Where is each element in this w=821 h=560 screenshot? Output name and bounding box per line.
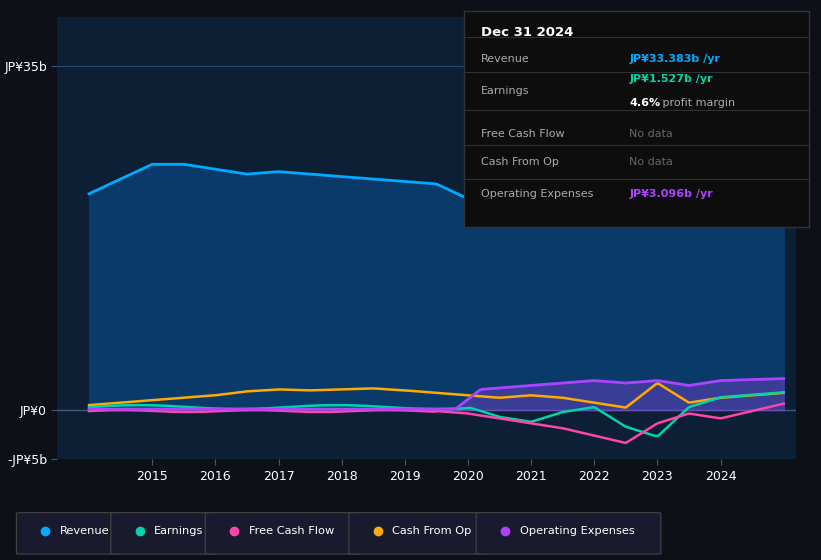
Text: Revenue: Revenue [481, 54, 530, 64]
Text: JP¥1.527b /yr: JP¥1.527b /yr [630, 74, 713, 84]
FancyBboxPatch shape [349, 512, 484, 554]
Text: 4.6%: 4.6% [630, 98, 661, 108]
Text: Free Cash Flow: Free Cash Flow [481, 129, 565, 139]
Text: Dec 31 2024: Dec 31 2024 [481, 26, 574, 39]
Text: Cash From Op: Cash From Op [481, 157, 559, 167]
FancyBboxPatch shape [205, 512, 357, 554]
Text: No data: No data [630, 157, 673, 167]
Text: Operating Expenses: Operating Expenses [520, 526, 635, 536]
Text: Earnings: Earnings [154, 526, 204, 536]
FancyBboxPatch shape [16, 512, 119, 554]
Text: Cash From Op: Cash From Op [392, 526, 472, 536]
Text: Earnings: Earnings [481, 86, 530, 96]
Text: JP¥33.383b /yr: JP¥33.383b /yr [630, 54, 720, 64]
Text: No data: No data [630, 129, 673, 139]
Text: JP¥3.096b /yr: JP¥3.096b /yr [630, 189, 713, 199]
FancyBboxPatch shape [476, 512, 661, 554]
Text: Operating Expenses: Operating Expenses [481, 189, 594, 199]
Text: profit margin: profit margin [658, 98, 735, 108]
Text: Revenue: Revenue [60, 526, 109, 536]
FancyBboxPatch shape [111, 512, 213, 554]
Text: Free Cash Flow: Free Cash Flow [249, 526, 334, 536]
